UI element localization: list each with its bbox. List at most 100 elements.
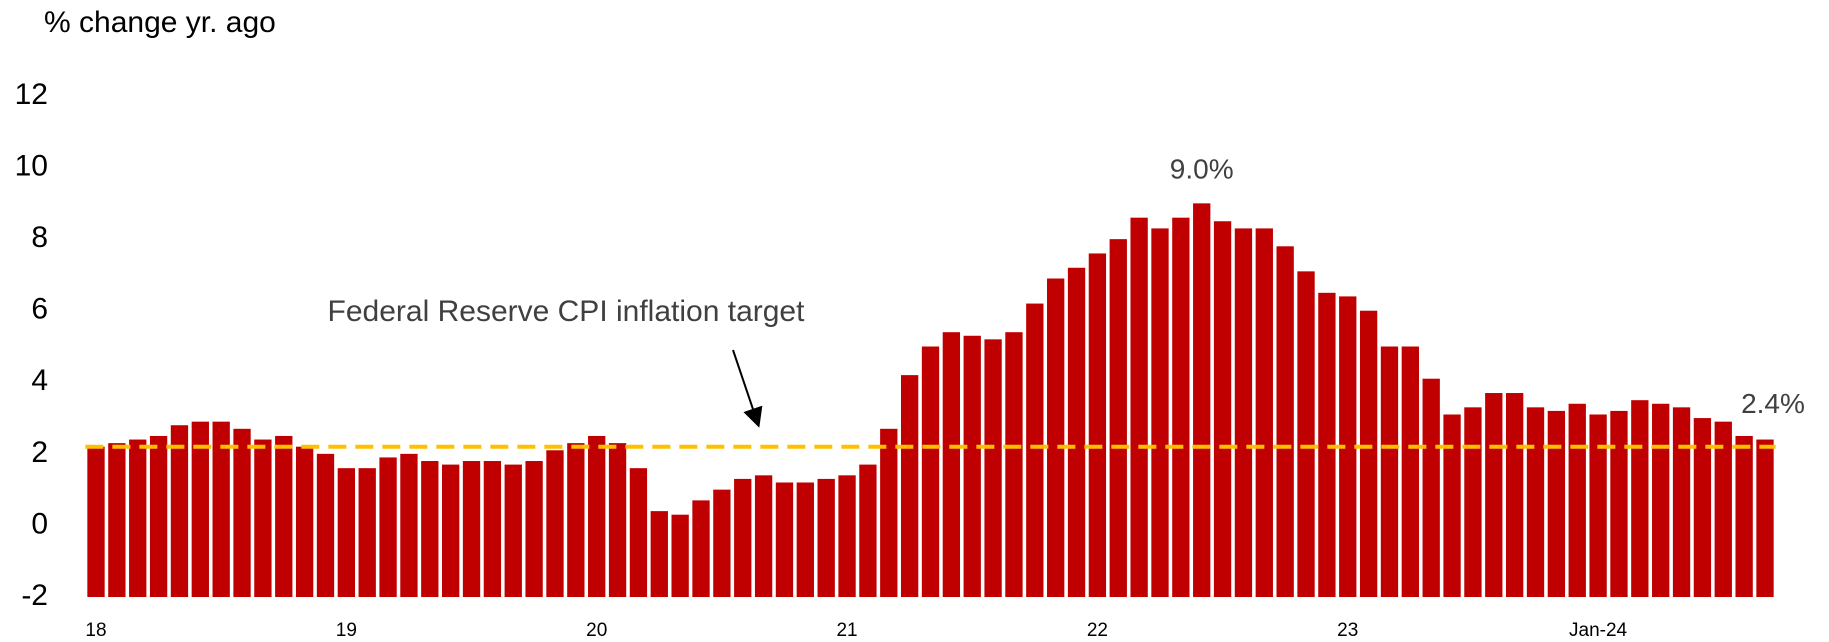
bar [546,450,564,597]
bar [1631,400,1649,597]
x-tick-label: 18 [85,620,106,641]
y-tick-label: 6 [31,293,48,326]
annotation-arrow [732,349,763,428]
bar [1485,393,1503,597]
bar [1276,246,1294,598]
bar [1359,310,1378,597]
bar [275,435,293,597]
bar [1401,346,1419,597]
bar [984,339,1002,597]
bar [1234,228,1253,597]
bar [1610,410,1628,597]
bar [421,461,439,597]
bar [358,468,376,597]
bar [254,439,272,597]
bar [483,461,502,597]
bar [1339,296,1357,597]
bar [1568,403,1586,597]
bar [129,439,147,597]
bar [1109,239,1127,597]
bar [1047,278,1065,597]
bar [1526,407,1545,597]
bar [379,457,397,597]
bar [149,435,168,597]
y-tick-label: 4 [31,364,48,397]
bar [1005,332,1023,597]
bar [629,468,648,597]
bar [754,475,773,597]
bar [87,446,105,597]
bar [442,464,460,597]
bar [963,335,981,597]
bar [1443,414,1461,597]
bar [525,461,543,597]
bar [1213,221,1232,597]
bar [1088,253,1107,597]
bar [942,332,961,597]
y-tick-label: 12 [15,78,48,111]
y-tick-label: 10 [15,149,48,182]
x-tick-label: 19 [336,620,357,641]
bar [1297,271,1315,597]
y-tick-label: -2 [21,579,48,612]
bar [212,421,230,597]
bar [1318,292,1336,597]
bar [1026,303,1044,597]
bar [921,346,940,597]
x-tick-label: 21 [836,620,857,641]
bar [713,489,731,597]
bar [1714,421,1732,597]
bar [1652,403,1670,597]
annotation: Federal Reserve CPI inflation target [328,295,806,328]
bar [504,464,522,597]
bar [1130,217,1148,597]
bar [608,443,627,597]
bar [880,428,898,597]
bar [1547,410,1566,597]
bar [1067,267,1086,597]
bar [588,435,606,597]
bar [1380,346,1399,597]
bar [775,482,794,597]
bar [796,482,814,597]
bar [400,453,418,597]
bar [650,511,668,597]
y-tick-label: 2 [31,436,48,469]
y-axis-label: % change yr. ago [44,6,276,39]
bar [337,468,356,597]
bar [1756,439,1774,597]
bar [1193,203,1211,597]
bar [692,500,710,597]
bar [1464,407,1482,597]
bar [1151,228,1169,597]
x-tick-label: Jan-24 [1569,620,1628,641]
bar [567,443,585,597]
bar [1735,435,1753,597]
bar [1589,414,1607,597]
bar [1672,407,1691,597]
y-tick-label: 0 [31,507,48,540]
bar [462,461,481,597]
bar [233,428,251,597]
x-tick-label: 23 [1337,620,1358,641]
bar [1172,217,1190,597]
bar [170,425,189,597]
x-tick-label: 20 [586,620,607,641]
bar [1693,418,1712,597]
y-tick-label: 8 [31,221,48,254]
x-tick-label: 22 [1087,620,1108,641]
bar [191,421,209,597]
bar [1505,393,1524,597]
bar [838,475,856,597]
bar [108,443,126,597]
value-label: 2.4% [1741,388,1805,419]
bar [1255,228,1273,597]
bar [734,478,752,597]
bar [295,446,314,597]
bar [900,375,919,597]
bar [859,464,877,597]
bar [671,514,689,597]
value-label: 9.0% [1170,154,1234,185]
bar [1422,378,1440,597]
